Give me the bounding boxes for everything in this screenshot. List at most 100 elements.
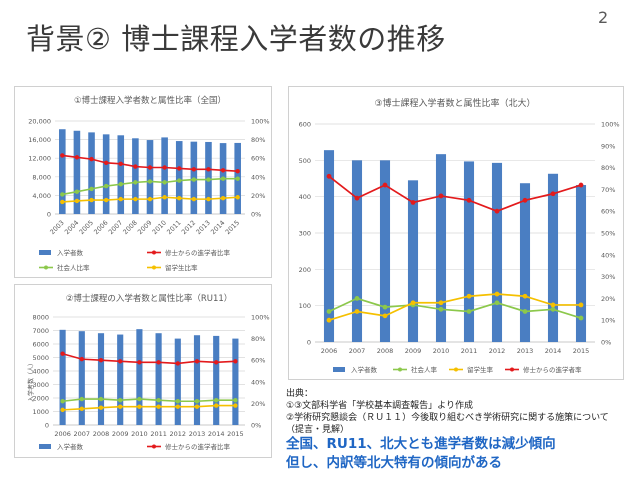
ru11-legend-label: 入学者数 — [57, 442, 84, 451]
ru11-ytick-label: 3000 — [32, 381, 49, 389]
ru11-point — [137, 360, 142, 365]
zenkoku-point — [147, 165, 153, 170]
hokudai-legend-marker — [510, 367, 514, 372]
zenkoku-y2tick-label: 20% — [251, 192, 265, 200]
hokudai-xtick-label: 2006 — [321, 347, 338, 355]
zenkoku-point — [147, 179, 153, 184]
zenkoku-point — [235, 169, 240, 174]
zenkoku-y2tick-label: 80% — [251, 136, 265, 144]
ru11-bar — [155, 333, 162, 425]
zenkoku-xtick-label: 2010 — [151, 219, 168, 236]
ru11-y2tick-label: 80% — [251, 335, 265, 343]
ru11-y2tick-label: 20% — [251, 400, 265, 408]
hokudai-point — [494, 300, 500, 306]
zenkoku-point — [206, 167, 211, 172]
zenkoku-legend-label: 留学生比率 — [165, 263, 198, 272]
hokudai-point — [326, 173, 332, 179]
hokudai-ytick-label: 100 — [299, 302, 311, 310]
ru11-point — [194, 399, 200, 404]
hokudai-y2tick-label: 60% — [601, 208, 615, 216]
zenkoku-point — [60, 199, 65, 205]
zenkoku-point — [118, 182, 123, 187]
hokudai-point — [578, 315, 584, 321]
hokudai-xtick-label: 2014 — [545, 347, 562, 355]
conclusion: 全国、RU11、北大とも進学者数は減少傾向 但し、内訳等北大特有の傾向がある — [286, 435, 556, 473]
chart-zenkoku: ①博士課程入学者数と属性比率（全国） 0 4,000 8,000 12,000 16,00… — [14, 86, 272, 278]
zenkoku-bar — [117, 135, 125, 214]
ru11-bar — [213, 335, 220, 425]
zenkoku-point — [89, 186, 94, 192]
zenkoku-ytick-label: 8,000 — [32, 173, 51, 181]
ru11-bar — [193, 335, 201, 425]
source-line-1: ①③文部科学省「学校基本調査報告」より作成 — [286, 401, 473, 411]
ru11-ytick-label: 8000 — [32, 314, 49, 322]
ru11-point — [233, 359, 238, 364]
hokudai-y2tick-label: 80% — [601, 164, 615, 172]
source-heading: 出典： — [286, 389, 314, 399]
chart-ru11-svg: ②博士課程の入学者数と属性比率（RU11） 0 1000 2000 3000 4000 50… — [27, 293, 270, 451]
zenkoku-legend-marker — [152, 265, 156, 270]
zenkoku-y2tick-label: 100% — [251, 118, 270, 126]
zenkoku-point — [235, 195, 240, 200]
hokudai-ytick-label: 500 — [299, 157, 311, 165]
slide-title: 背景② 博士課程入学者数の推移 — [26, 22, 446, 56]
hokudai-legend-swatch — [333, 367, 345, 372]
ru11-point — [156, 360, 161, 365]
ru11-bar — [97, 333, 105, 425]
ru11-ytick-label: 0 — [45, 422, 49, 430]
ru11-point — [79, 406, 85, 411]
zenkoku-legend-label: 修士からの進学者比率 — [165, 248, 231, 257]
ru11-series-line — [62, 398, 236, 403]
hokudai-legend-label: 留学生率 — [467, 365, 494, 374]
hokudai-y2tick-label: 100% — [601, 121, 620, 129]
ru11-ytick-label: 7000 — [32, 327, 49, 335]
hokudai-xtick-label: 2013 — [517, 347, 534, 355]
hokudai-point — [466, 197, 472, 203]
ru11-xtick-label: 2013 — [189, 430, 206, 438]
zenkoku-point — [74, 189, 80, 194]
zenkoku-ytick-label: 4,000 — [32, 192, 51, 200]
ru11-ytick-label: 1000 — [32, 408, 49, 416]
source-line-2: ②学術研究懇談会（ＲＵ１１）今後取り組むべき学術研究に関する施策について（提言・… — [286, 413, 609, 435]
hokudai-bar — [351, 160, 363, 342]
hokudai-bar — [435, 154, 447, 342]
ru11-point — [194, 359, 200, 364]
ru11-y2tick-label: 60% — [251, 357, 265, 365]
hokudai-point — [522, 197, 528, 203]
ru11-point — [98, 405, 104, 410]
hokudai-bar — [491, 162, 503, 342]
zenkoku-point — [89, 156, 94, 162]
hokudai-point — [382, 304, 388, 310]
ru11-point — [118, 397, 123, 403]
zenkoku-point — [103, 183, 109, 189]
hokudai-point — [522, 293, 528, 299]
zenkoku-point — [162, 180, 167, 185]
ru11-xtick-label: 2012 — [170, 430, 187, 438]
zenkoku-bar — [161, 137, 168, 214]
hokudai-point — [438, 193, 444, 199]
hokudai-bar — [379, 160, 391, 342]
hokudai-bar — [463, 161, 475, 342]
ru11-xtick-label: 2008 — [93, 430, 110, 438]
hokudai-point — [382, 182, 388, 188]
ru11-point — [214, 397, 219, 403]
hokudai-point — [466, 293, 472, 299]
ru11-legend-marker — [152, 444, 156, 449]
hokudai-bar — [323, 150, 335, 342]
zenkoku-point — [177, 178, 182, 183]
ru11-point — [118, 404, 123, 409]
zenkoku-point — [206, 177, 211, 182]
ru11-point — [156, 397, 161, 403]
hokudai-point — [326, 309, 332, 314]
hokudai-bar — [575, 185, 587, 342]
hokudai-bar — [547, 173, 559, 342]
zenkoku-legend-marker — [152, 250, 156, 255]
zenkoku-point — [220, 168, 226, 173]
ru11-point — [60, 351, 65, 356]
hokudai-ytick-label: 400 — [299, 193, 311, 201]
zenkoku-point — [118, 196, 123, 202]
ru11-point — [137, 404, 142, 409]
ru11-xtick-label: 2015 — [227, 430, 244, 438]
chart-ru11: ②博士課程の入学者数と属性比率（RU11） 0 1000 2000 3000 4000 50… — [14, 284, 272, 458]
hokudai-xtick-label: 2009 — [405, 347, 422, 355]
